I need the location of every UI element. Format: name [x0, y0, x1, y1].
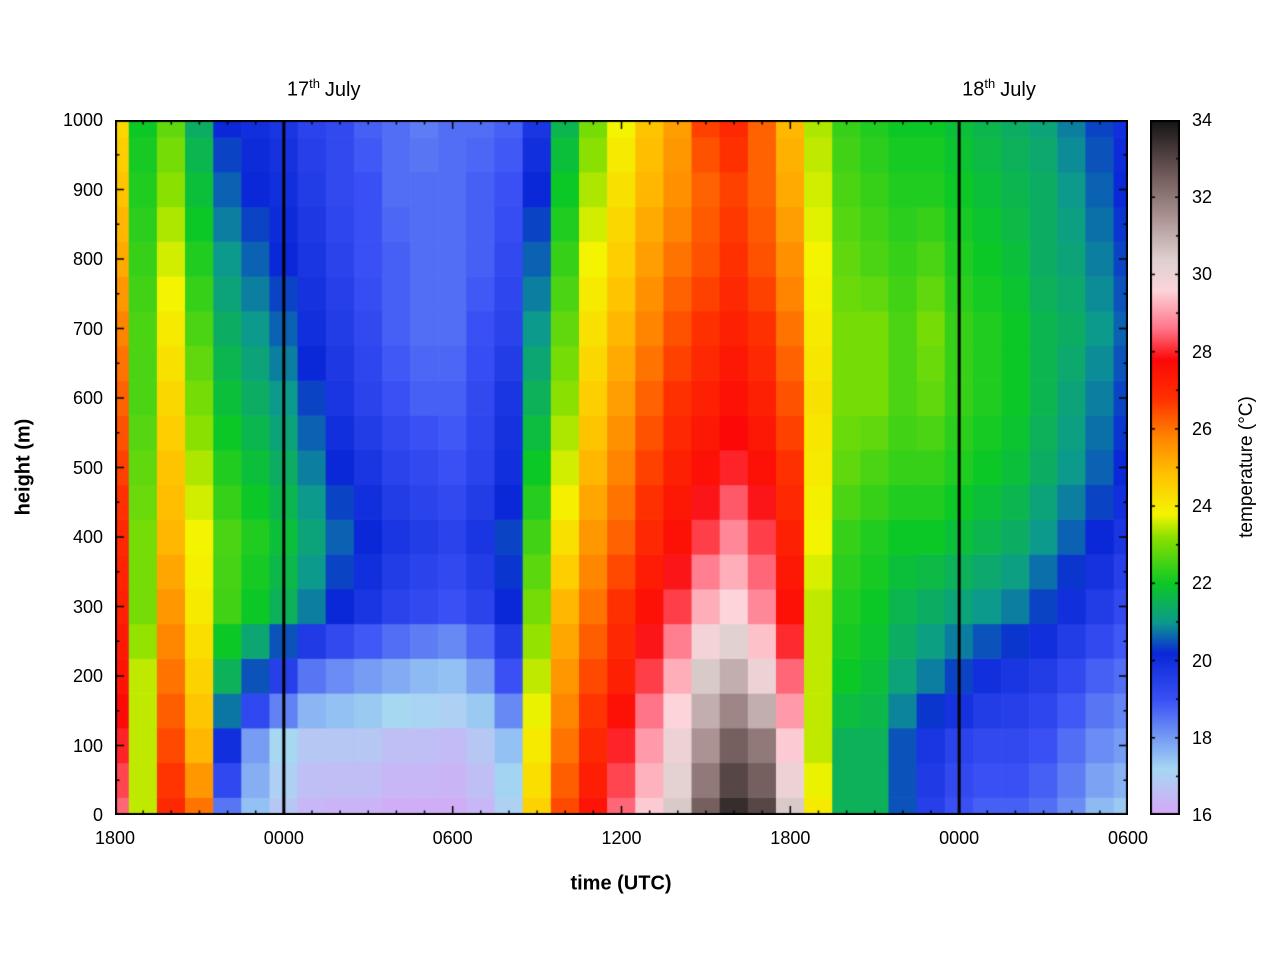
- x-tick-label: 1200: [601, 828, 642, 848]
- y-tick-label: 700: [72, 318, 103, 339]
- x-tick-label: 0000: [263, 828, 304, 848]
- y-tick-label: 800: [72, 249, 103, 269]
- annotation-suffix: th: [309, 76, 320, 91]
- colorbar-label: temperature (°C): [1236, 396, 1257, 538]
- y-tick-label: 1000: [62, 110, 103, 130]
- y-tick-label: 200: [72, 666, 103, 686]
- y-tick-label: 100: [72, 735, 103, 756]
- x-tick-label: 0600: [432, 828, 473, 848]
- colorbar-tick-label: 28: [1192, 341, 1213, 362]
- date-annotation: 17th July: [287, 76, 361, 102]
- date-annotation: 18th July: [962, 76, 1036, 102]
- colorbar-tick-label: 22: [1192, 573, 1213, 594]
- y-tick-label: 0: [92, 805, 103, 825]
- colorbar-tick-label: 26: [1192, 418, 1213, 439]
- y-tick-label: 300: [72, 596, 103, 617]
- colorbar-tick-label: 16: [1192, 805, 1213, 825]
- x-axis-label: time (UTC): [570, 872, 672, 895]
- x-tick-label: 0600: [1107, 828, 1149, 848]
- colorbar-tick-label: 34: [1192, 110, 1213, 130]
- annotation-month: July: [324, 78, 361, 101]
- y-tick-label: 400: [72, 527, 103, 547]
- annotation-month: July: [1000, 78, 1036, 101]
- y-tick-label: 900: [72, 179, 103, 200]
- colorbar-tick-label: 18: [1192, 727, 1213, 748]
- x-tick-label: 0000: [939, 828, 980, 848]
- colorbar-tick-label: 30: [1192, 264, 1213, 285]
- colorbar-tick-label: 24: [1192, 496, 1213, 517]
- annotation-day: 18: [962, 78, 985, 101]
- y-tick-label: 500: [72, 457, 103, 478]
- annotation-day: 17: [286, 78, 310, 101]
- annotation-suffix: th: [984, 76, 996, 91]
- y-axis-label: height (m): [12, 418, 35, 516]
- colorbar-canvas: [1150, 120, 1180, 815]
- colorbar-tick-label: 20: [1192, 650, 1213, 671]
- y-tick-label: 600: [72, 388, 103, 408]
- heatmap-canvas: [115, 120, 1128, 815]
- x-tick-label: 1800: [770, 828, 811, 848]
- colorbar-tick-label: 32: [1192, 187, 1213, 208]
- x-tick-label: 1800: [94, 828, 136, 848]
